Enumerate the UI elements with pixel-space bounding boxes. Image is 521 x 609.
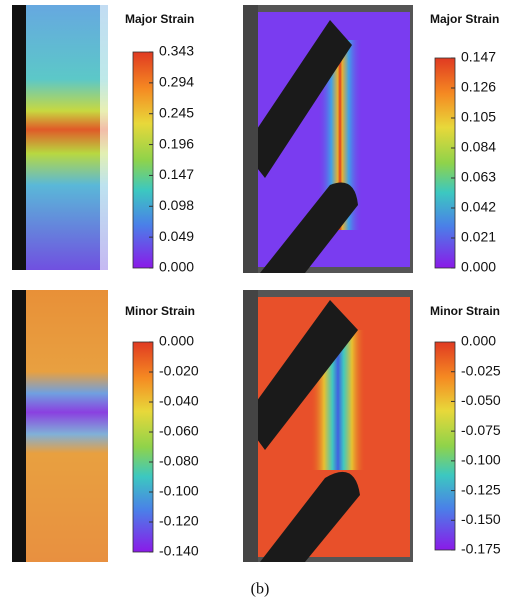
tick-label: -0.060 (159, 423, 199, 439)
tick-label: -0.050 (461, 392, 501, 408)
tick-label: -0.040 (159, 393, 199, 409)
colorbar (434, 341, 456, 551)
tick-label: -0.120 (159, 513, 199, 529)
strain-image (12, 5, 108, 270)
colorbar-title: Major Strain (430, 12, 499, 26)
strain-image (243, 290, 413, 562)
tick-label: 0.000 (159, 333, 194, 349)
tick-label: 0.063 (461, 169, 496, 185)
strain-image (243, 5, 413, 273)
tick-label: -0.020 (159, 363, 199, 379)
tick-label: 0.147 (461, 49, 496, 65)
tick-label: 0.084 (461, 139, 496, 155)
tick-label: 0.042 (461, 199, 496, 215)
colorbar-title: Minor Strain (430, 304, 500, 318)
tick-label: -0.100 (159, 483, 199, 499)
tick-label: 0.000 (461, 333, 496, 349)
tick-label: -0.150 (461, 511, 501, 527)
tick-label: 0.294 (159, 74, 194, 90)
tick-label: 0.000 (159, 259, 194, 275)
colorbar (132, 341, 154, 553)
tick-label: 0.105 (461, 109, 496, 125)
colorbar-title: Minor Strain (125, 304, 195, 318)
caption: (b) (251, 581, 270, 598)
colorbar (132, 51, 154, 269)
tick-label: 0.245 (159, 104, 194, 120)
tick-label: 0.098 (159, 197, 194, 213)
tick-label: -0.125 (461, 481, 501, 497)
tick-label: -0.100 (461, 452, 501, 468)
tick-label: 0.021 (461, 229, 496, 245)
tick-label: 0.126 (461, 79, 496, 95)
tick-label: 0.000 (461, 259, 496, 275)
strain-image (12, 290, 108, 562)
tick-label: -0.140 (159, 543, 199, 559)
tick-label: -0.025 (461, 362, 501, 378)
tick-label: -0.080 (159, 453, 199, 469)
tick-label: -0.175 (461, 541, 501, 557)
tick-label: 0.343 (159, 43, 194, 59)
colorbar-title: Major Strain (125, 12, 194, 26)
tick-label: 0.147 (159, 166, 194, 182)
tick-label: 0.049 (159, 228, 194, 244)
tick-label: -0.075 (461, 422, 501, 438)
colorbar (434, 57, 456, 269)
tick-label: 0.196 (159, 135, 194, 151)
